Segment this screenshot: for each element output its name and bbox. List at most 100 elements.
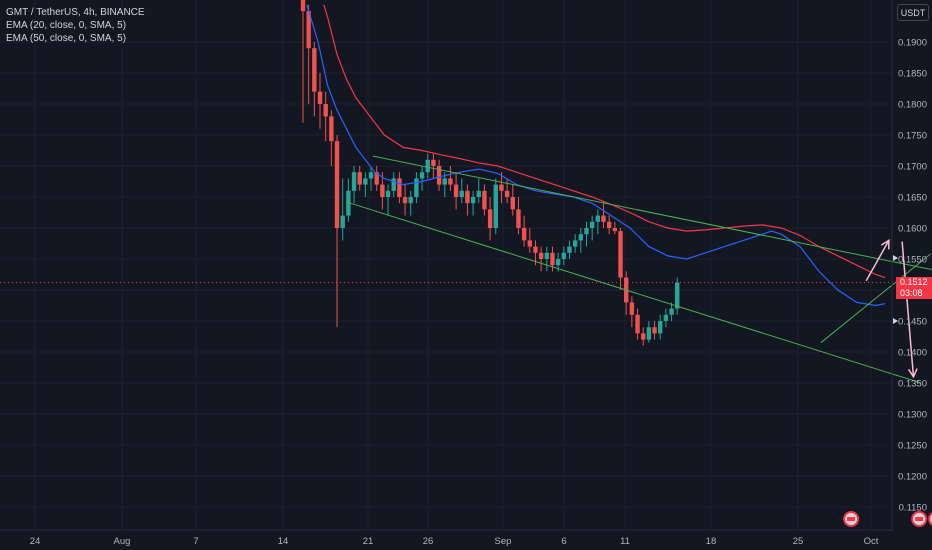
x-tick-label: 6 <box>561 536 566 547</box>
symbol-title[interactable]: GMT / TetherUS, 4h, BINANCE <box>6 7 145 18</box>
candle-body <box>380 184 385 197</box>
ema50-line <box>323 4 886 279</box>
x-tick-label: 11 <box>620 536 630 547</box>
y-tick-label: 0.1600 <box>898 224 927 235</box>
candle-body <box>431 159 436 166</box>
event-markers[interactable] <box>843 511 932 527</box>
trendlines <box>346 155 932 384</box>
candle-body <box>459 190 464 197</box>
plot-background <box>0 0 892 530</box>
candle-body <box>629 302 635 315</box>
candle-body <box>584 228 589 235</box>
countdown: 03:08 <box>900 287 923 298</box>
candle-body <box>419 172 425 179</box>
candle-body <box>493 184 498 228</box>
candle-body <box>453 184 459 197</box>
candle-body <box>567 246 572 253</box>
grid <box>0 0 892 530</box>
candle-body <box>317 91 323 104</box>
candle-body <box>612 228 618 232</box>
candle-body <box>510 197 515 210</box>
projection-arrow-head <box>907 368 918 379</box>
candle-body <box>516 209 521 228</box>
candle-body <box>448 178 453 185</box>
candle-body <box>555 259 561 266</box>
candle-body <box>533 246 538 253</box>
candle-body <box>351 172 357 191</box>
candle-body <box>323 104 328 117</box>
candle-body <box>368 172 374 179</box>
candle-body <box>300 0 306 11</box>
candle-body <box>385 190 391 197</box>
y-tick-label: 0.1650 <box>898 193 927 204</box>
candle-body <box>527 240 532 247</box>
y-tick-label: 0.1350 <box>898 379 927 390</box>
x-tick-label: Oct <box>864 536 879 547</box>
price-axis[interactable]: 0.1900 0.1850 0.1800 0.1750 0.1700 0.1650 0.16… <box>898 38 927 514</box>
event-flag-stripe <box>915 517 924 521</box>
candle-body <box>544 252 550 259</box>
candle-body <box>408 197 413 204</box>
projection-arrow-line <box>901 241 915 377</box>
time-axis[interactable]: 24 Aug 7 14 21 26 Sep 6 11 18 25 Oct <box>30 536 879 547</box>
candle-body <box>340 215 345 228</box>
candle-body <box>652 327 657 334</box>
event-flag-stripe <box>847 517 856 521</box>
candle-body <box>658 321 663 334</box>
last-price-value: 0.1512 <box>900 276 928 287</box>
y-tick-label: 0.1300 <box>898 410 927 421</box>
y-tick-label: 0.1800 <box>898 100 927 111</box>
candle-body <box>312 48 317 92</box>
candle-body <box>306 11 311 49</box>
candle-body <box>391 178 396 191</box>
candle-body <box>397 178 402 197</box>
candle-body <box>436 166 442 185</box>
candle-body <box>675 282 680 309</box>
candle-body <box>595 215 601 222</box>
ema50-legend[interactable]: EMA (50, close, 0, SMA, 5) <box>6 33 127 44</box>
candle-body <box>374 172 379 185</box>
currency-button[interactable]: USDT <box>897 4 929 21</box>
y-tick-label: 0.1250 <box>898 441 927 452</box>
candle-body <box>346 190 351 216</box>
candle-body <box>487 209 493 228</box>
candle-body <box>465 190 470 204</box>
candle-body <box>425 159 430 173</box>
candle-body <box>618 231 623 278</box>
arrows <box>865 239 918 379</box>
event-flag-icon <box>928 512 932 526</box>
candle-body <box>414 178 419 197</box>
candle-body <box>663 314 669 321</box>
candle-body <box>470 197 476 204</box>
candle-body <box>606 221 612 228</box>
y-tick-label: 0.1900 <box>898 38 927 49</box>
candle-body <box>442 178 447 185</box>
candle-body <box>641 333 646 340</box>
ema20-legend[interactable]: EMA (20, close, 0, SMA, 5) <box>6 20 127 31</box>
candle-body <box>589 221 595 228</box>
candle-body <box>363 178 368 185</box>
trendline-lower <box>346 201 922 384</box>
trendline-upper <box>372 155 932 271</box>
projection-arrow-line <box>865 240 890 282</box>
x-tick-label: 25 <box>793 536 804 547</box>
alert-markers <box>893 255 898 324</box>
x-tick-label: Aug <box>114 536 131 547</box>
y-tick-label: 0.1450 <box>898 317 927 328</box>
candle-body <box>499 184 504 191</box>
y-tick-label: 0.1750 <box>898 131 927 142</box>
y-tick-label: 0.1150 <box>899 503 927 514</box>
x-tick-label: 14 <box>278 536 289 547</box>
x-tick-label: 26 <box>423 536 434 547</box>
candle-body <box>601 215 606 222</box>
candle-body <box>578 234 584 241</box>
trendline-rising <box>820 253 931 344</box>
y-tick-label: 0.1550 <box>898 255 927 266</box>
candle-body <box>482 190 487 210</box>
candle-body <box>357 172 362 185</box>
candle-body <box>550 252 555 266</box>
candle-body <box>402 197 408 204</box>
y-tick-label: 0.1400 <box>898 348 927 359</box>
last-price-badge: 0.1512 03:08 <box>896 276 932 299</box>
